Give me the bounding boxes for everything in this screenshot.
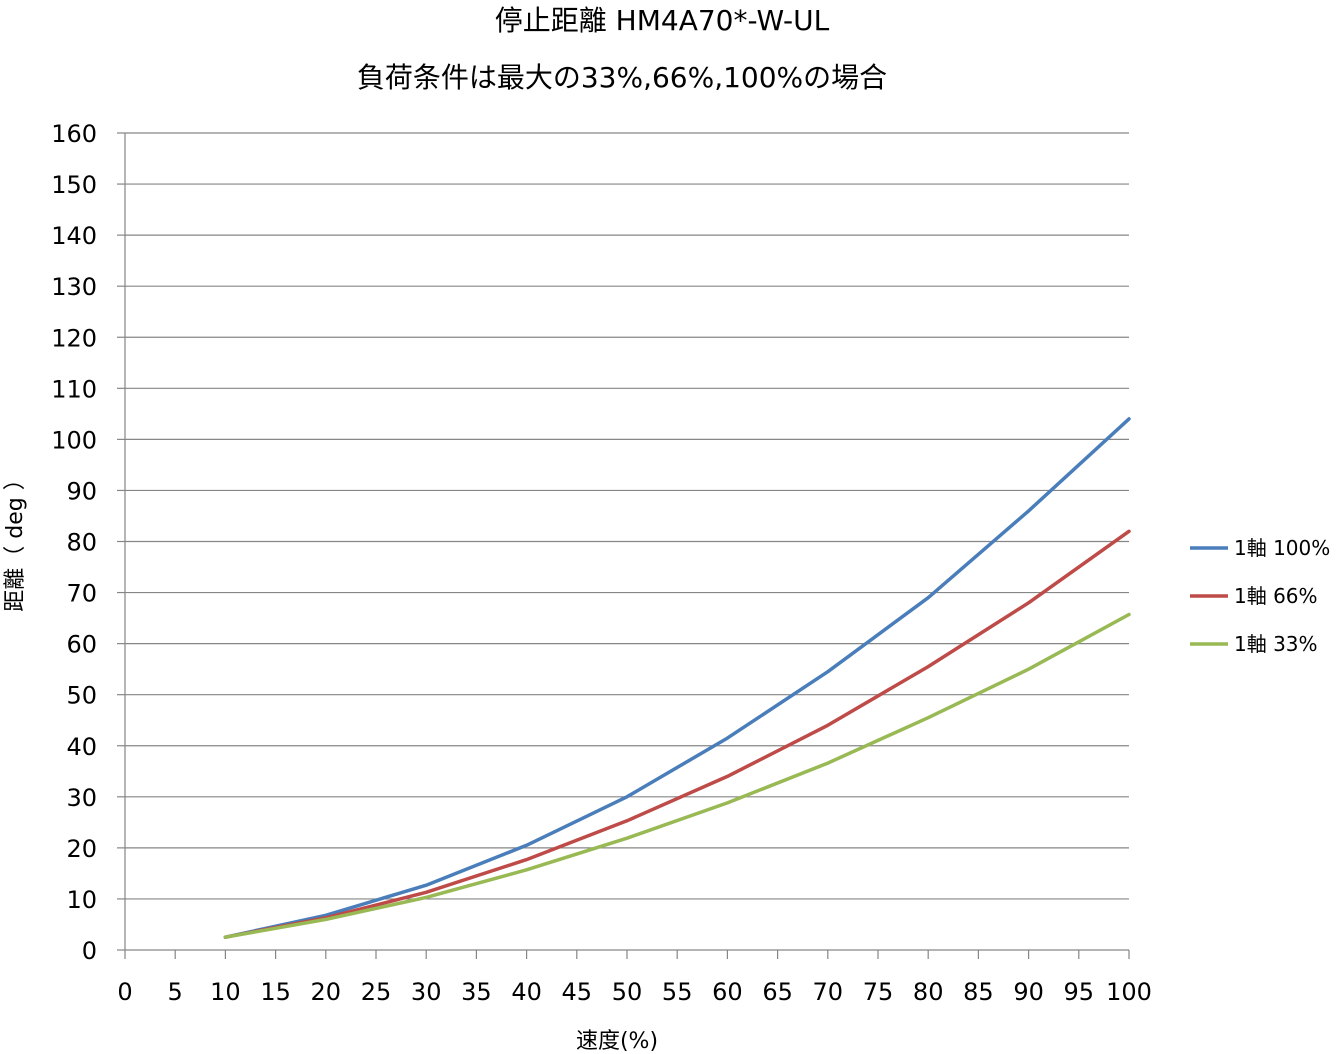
y-axis-label: 距離（ deg ） <box>3 468 28 611</box>
x-tick-label: 40 <box>511 978 542 1006</box>
x-tick-label: 90 <box>1013 978 1044 1006</box>
y-tick-label: 20 <box>66 835 97 863</box>
x-tick-label: 80 <box>913 978 944 1006</box>
x-tick-label: 25 <box>361 978 392 1006</box>
axes <box>117 132 1130 959</box>
y-tick-label: 40 <box>66 733 97 761</box>
y-tick-label: 110 <box>51 375 97 403</box>
x-tick-label: 60 <box>712 978 743 1006</box>
x-tick-label: 30 <box>411 978 442 1006</box>
y-tick-label: 10 <box>66 886 97 914</box>
x-tick-label: 0 <box>117 978 132 1006</box>
y-tick-label: 30 <box>66 784 97 812</box>
legend-label: 1軸 66% <box>1234 584 1318 608</box>
y-tick-label: 100 <box>51 426 97 454</box>
x-tick-label: 45 <box>562 978 593 1006</box>
y-tick-label: 130 <box>51 273 97 301</box>
chart-title: 停止距離 HM4A70*-W-UL <box>495 4 830 37</box>
y-tick-label: 0 <box>82 937 97 965</box>
x-tick-label: 50 <box>612 978 643 1006</box>
x-tick-label: 20 <box>311 978 342 1006</box>
x-tick-labels: 0 5 10 15 20 25 30 35 40 45 50 55 60 65 70 75 80 85 90 95 10… <box>117 978 1152 1006</box>
y-tick-label: 150 <box>51 171 97 199</box>
y-tick-label: 140 <box>51 222 97 250</box>
x-tick-label: 95 <box>1064 978 1095 1006</box>
legend-label: 1軸 100% <box>1234 536 1330 560</box>
y-tick-label: 120 <box>51 324 97 352</box>
y-tick-label: 160 <box>51 120 97 148</box>
series-line-3 <box>223 612 1131 939</box>
gridlines <box>125 132 1129 900</box>
x-tick-label: 75 <box>863 978 894 1006</box>
x-tick-label: 65 <box>762 978 793 1006</box>
series-line-1 <box>223 417 1131 939</box>
x-tick-label: 100 <box>1106 978 1152 1006</box>
y-tick-label: 80 <box>66 529 97 557</box>
y-tick-label: 50 <box>66 682 97 710</box>
chart-subtitle: 負荷条件は最大の33%,66%,100%の場合 <box>357 61 887 94</box>
legend-label: 1軸 33% <box>1234 632 1318 656</box>
x-tick-label: 85 <box>963 978 994 1006</box>
x-tick-label: 15 <box>260 978 291 1006</box>
x-tick-label: 10 <box>210 978 241 1006</box>
x-axis-label: 速度(%) <box>576 1029 658 1054</box>
x-tick-label: 70 <box>813 978 844 1006</box>
series-lines <box>223 417 1131 939</box>
x-tick-label: 55 <box>662 978 693 1006</box>
x-tick-label: 35 <box>461 978 492 1006</box>
y-tick-label: 90 <box>66 477 97 505</box>
y-tick-label: 70 <box>66 580 97 608</box>
legend: 1軸 100% 1軸 66% 1軸 33% <box>1190 536 1330 656</box>
series-line-2 <box>223 529 1131 939</box>
x-tick-label: 5 <box>168 978 183 1006</box>
y-tick-labels: 0 10 20 30 40 50 60 70 80 90 100 110 120 130 140 150 160 <box>51 120 97 965</box>
y-tick-label: 60 <box>66 631 97 659</box>
